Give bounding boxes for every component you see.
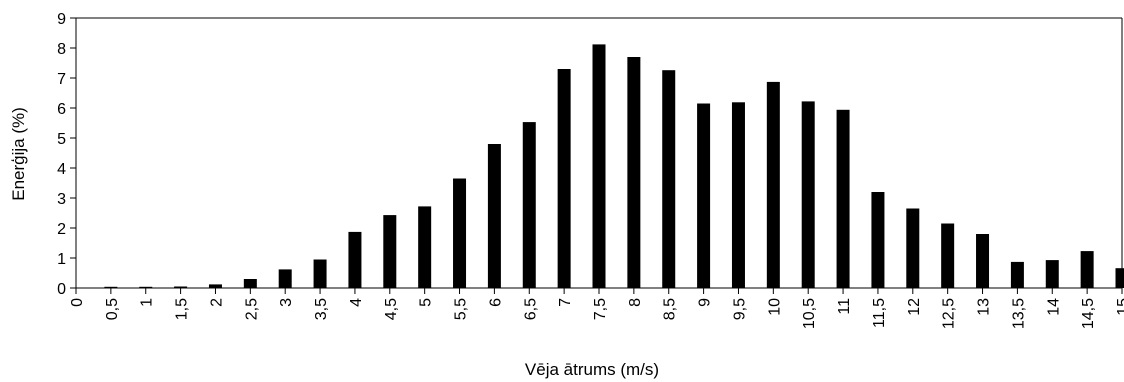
y-tick-label: 8 (57, 41, 66, 58)
bar (522, 122, 536, 288)
y-axis-ticks: 0 1 2 3 4 5 6 7 8 9 (57, 11, 76, 298)
x-tick-label: 11,5 (871, 298, 888, 328)
x-tick-label: 4 (348, 298, 365, 307)
bar (1080, 251, 1094, 288)
bars-group (104, 44, 1124, 289)
bar (208, 284, 222, 288)
bar (801, 101, 815, 289)
x-tick-label: 8,5 (662, 298, 679, 320)
x-axis-title: Vēja ātrums (m/s) (525, 360, 659, 379)
bar (278, 269, 292, 288)
x-tick-label: 0 (69, 298, 86, 307)
x-tick-label: 8 (627, 298, 644, 307)
bar (487, 144, 501, 288)
bar (174, 286, 188, 288)
x-tick-label: 9 (697, 298, 714, 307)
x-tick-label: 1,5 (174, 298, 191, 320)
x-tick-label: 12 (906, 298, 923, 316)
bar (906, 208, 920, 288)
x-tick-label: 14,5 (1080, 298, 1097, 329)
bar (139, 286, 153, 288)
y-tick-label: 1 (57, 251, 66, 268)
bar (313, 259, 327, 288)
bar (836, 109, 850, 288)
bar (976, 234, 990, 288)
bar (348, 231, 362, 288)
x-tick-label: 2 (208, 298, 225, 307)
y-axis-title: Enerģija (%) (9, 107, 28, 201)
bar (627, 57, 641, 288)
x-tick-label: 9,5 (731, 298, 748, 320)
x-tick-label: 7 (557, 298, 574, 307)
x-axis-ticks: 0 0,5 1 1,5 2 2,5 3 3,5 4 4,5 5 5,5 6 6,5 7 7,5 8 8,5 9 9,5… (69, 288, 1124, 329)
y-tick-label: 9 (57, 11, 66, 28)
x-tick-label: 7,5 (592, 298, 609, 320)
bar (453, 178, 467, 288)
x-tick-label: 13,5 (1010, 298, 1027, 329)
bar (662, 70, 676, 288)
x-tick-label: 11 (836, 298, 853, 315)
bar (941, 223, 955, 288)
bar (383, 215, 397, 288)
x-tick-label: 5,5 (453, 298, 470, 320)
x-tick-label: 1 (139, 298, 156, 307)
x-tick-label: 4,5 (383, 298, 400, 320)
y-tick-label: 4 (57, 161, 66, 178)
bar (731, 102, 745, 288)
bar (104, 286, 118, 288)
bar (418, 206, 432, 288)
y-tick-label: 0 (57, 281, 66, 298)
x-tick-label: 10,5 (801, 298, 818, 329)
bar (871, 192, 885, 288)
x-tick-label: 2,5 (243, 298, 260, 320)
y-tick-label: 3 (57, 191, 66, 208)
bar (1115, 268, 1124, 288)
bar (1010, 261, 1024, 288)
y-tick-label: 6 (57, 101, 66, 118)
x-tick-label: 6,5 (522, 298, 539, 320)
x-tick-label: 15 (1115, 298, 1124, 316)
bar (243, 279, 257, 288)
bar (766, 81, 780, 289)
x-tick-label: 14 (1045, 298, 1062, 316)
bar (697, 103, 711, 288)
x-tick-label: 6 (487, 298, 504, 307)
x-tick-label: 13 (976, 298, 993, 316)
bar (592, 44, 606, 289)
y-tick-label: 2 (57, 221, 66, 238)
x-tick-label: 5 (418, 298, 435, 307)
x-tick-label: 3 (278, 298, 295, 307)
bar (1045, 260, 1059, 288)
y-tick-label: 5 (57, 131, 66, 148)
x-tick-label: 3,5 (313, 298, 330, 320)
x-tick-label: 12,5 (941, 298, 958, 329)
y-tick-label: 7 (57, 71, 66, 88)
x-tick-label: 10 (766, 298, 783, 316)
x-tick-label: 0,5 (104, 298, 121, 320)
bar (557, 69, 571, 288)
